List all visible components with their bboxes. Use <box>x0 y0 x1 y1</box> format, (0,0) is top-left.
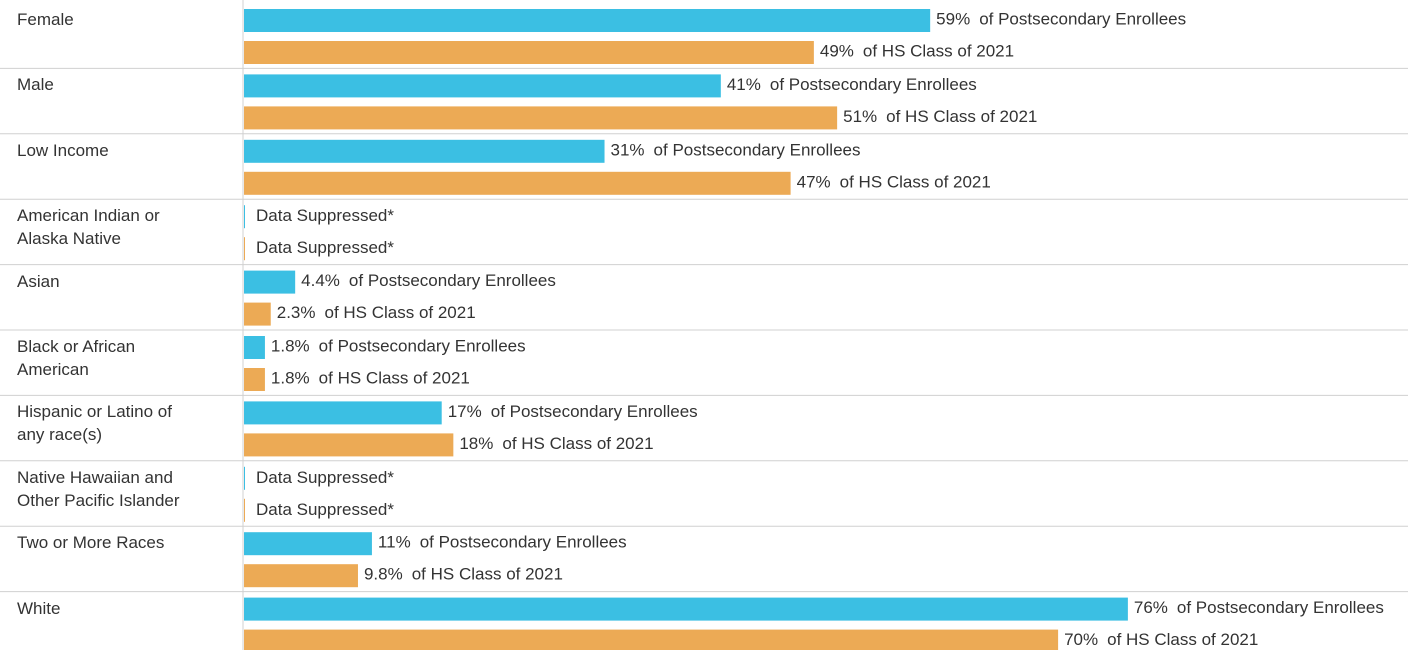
value-label-series: of Postsecondary Enrollees <box>420 533 627 552</box>
value-label-series: of Postsecondary Enrollees <box>349 272 556 291</box>
value-label-number: 11% <box>378 533 411 552</box>
value-label-number: 17% <box>448 402 482 421</box>
value-label-number: 31% <box>611 141 645 160</box>
value-label-number: 59% <box>936 10 970 29</box>
value-label: Data Suppressed* <box>256 206 394 225</box>
value-label: 76% of Postsecondary Enrollees <box>1134 599 1384 618</box>
value-label: 51% of HS Class of 2021 <box>843 107 1037 126</box>
value-label: 59% of Postsecondary Enrollees <box>936 10 1186 29</box>
value-label-number: 51% <box>843 107 877 126</box>
value-label-number: 2.3% <box>277 304 316 323</box>
value-label-number: 76% <box>1134 599 1168 618</box>
value-label-number: 4.4% <box>301 272 340 291</box>
value-label-series: of Postsecondary Enrollees <box>319 337 526 356</box>
value-label-number: 1.8% <box>271 337 310 356</box>
bar <box>244 171 791 195</box>
category-label: Male <box>17 75 54 95</box>
value-label-number: 47% <box>797 173 831 192</box>
bar <box>244 41 814 64</box>
bar <box>244 597 1128 621</box>
value-label-series: of HS Class of 2021 <box>840 173 991 192</box>
suppressed-marker <box>244 237 245 261</box>
category-label: Native Hawaiian and Other Pacific Island… <box>17 467 180 510</box>
suppressed-marker <box>244 498 245 522</box>
value-label-number: 9.8% <box>364 565 403 584</box>
category-label: Two or More Races <box>17 533 165 553</box>
value-label-number: 1.8% <box>271 369 310 388</box>
bar <box>244 532 372 556</box>
bar <box>244 106 838 130</box>
value-label-series: of HS Class of 2021 <box>324 304 475 323</box>
value-label: 11% of Postsecondary Enrollees <box>378 533 627 552</box>
value-label: 47% of HS Class of 2021 <box>797 173 991 192</box>
bar <box>244 433 454 457</box>
value-label-series: of HS Class of 2021 <box>863 42 1014 61</box>
bar <box>244 139 605 163</box>
value-label: 41% of Postsecondary Enrollees <box>727 75 977 94</box>
value-label: 1.8% of HS Class of 2021 <box>271 369 470 388</box>
category-label: Low Income <box>17 140 109 160</box>
value-label-number: 41% <box>727 75 761 94</box>
value-label-series: of Postsecondary Enrollees <box>1177 599 1384 618</box>
category-label: Hispanic or Latino of any race(s) <box>17 402 172 445</box>
value-label: 4.4% of Postsecondary Enrollees <box>301 272 556 291</box>
bar <box>244 564 358 588</box>
value-label-series: of HS Class of 2021 <box>412 565 563 584</box>
value-label: 1.8% of Postsecondary Enrollees <box>271 337 526 356</box>
category-label: American Indian or Alaska Native <box>17 206 160 249</box>
bar <box>244 74 721 98</box>
value-label: 2.3% of HS Class of 2021 <box>277 304 476 323</box>
category-label: White <box>17 598 61 618</box>
value-label-series: of HS Class of 2021 <box>1107 631 1258 650</box>
value-label-series: of Postsecondary Enrollees <box>770 75 977 94</box>
value-label: Data Suppressed* <box>256 468 394 487</box>
value-label-series: of Postsecondary Enrollees <box>654 141 861 160</box>
category-label: Black or African American <box>17 337 136 379</box>
bar <box>244 401 442 425</box>
bar <box>244 302 271 326</box>
value-label: 70% of HS Class of 2021 <box>1064 631 1258 650</box>
value-label: 9.8% of HS Class of 2021 <box>364 565 563 584</box>
bar <box>244 336 265 359</box>
value-label: 49% of HS Class of 2021 <box>820 42 1014 61</box>
value-label: Data Suppressed* <box>256 500 394 519</box>
value-label: 17% of Postsecondary Enrollees <box>448 402 698 421</box>
value-label-number: 49% <box>820 42 854 61</box>
value-label: 18% of HS Class of 2021 <box>459 434 653 453</box>
suppressed-marker <box>244 466 245 490</box>
value-label-series: of Postsecondary Enrollees <box>979 10 1186 29</box>
bar <box>244 9 931 32</box>
category-label: Asian <box>17 271 60 291</box>
bar <box>244 270 296 294</box>
value-label-series: of HS Class of 2021 <box>319 369 470 388</box>
category-label: Female <box>17 10 74 29</box>
value-label-series: of HS Class of 2021 <box>502 434 653 453</box>
value-label-series: of HS Class of 2021 <box>886 107 1037 126</box>
value-label-number: 18% <box>459 434 493 453</box>
value-label: Data Suppressed* <box>256 238 394 257</box>
value-label-number: 70% <box>1064 631 1098 650</box>
suppressed-marker <box>244 205 245 229</box>
bar <box>244 629 1059 650</box>
value-label: 31% of Postsecondary Enrollees <box>611 141 861 160</box>
value-label-series: of Postsecondary Enrollees <box>491 402 698 421</box>
bar <box>244 368 265 391</box>
